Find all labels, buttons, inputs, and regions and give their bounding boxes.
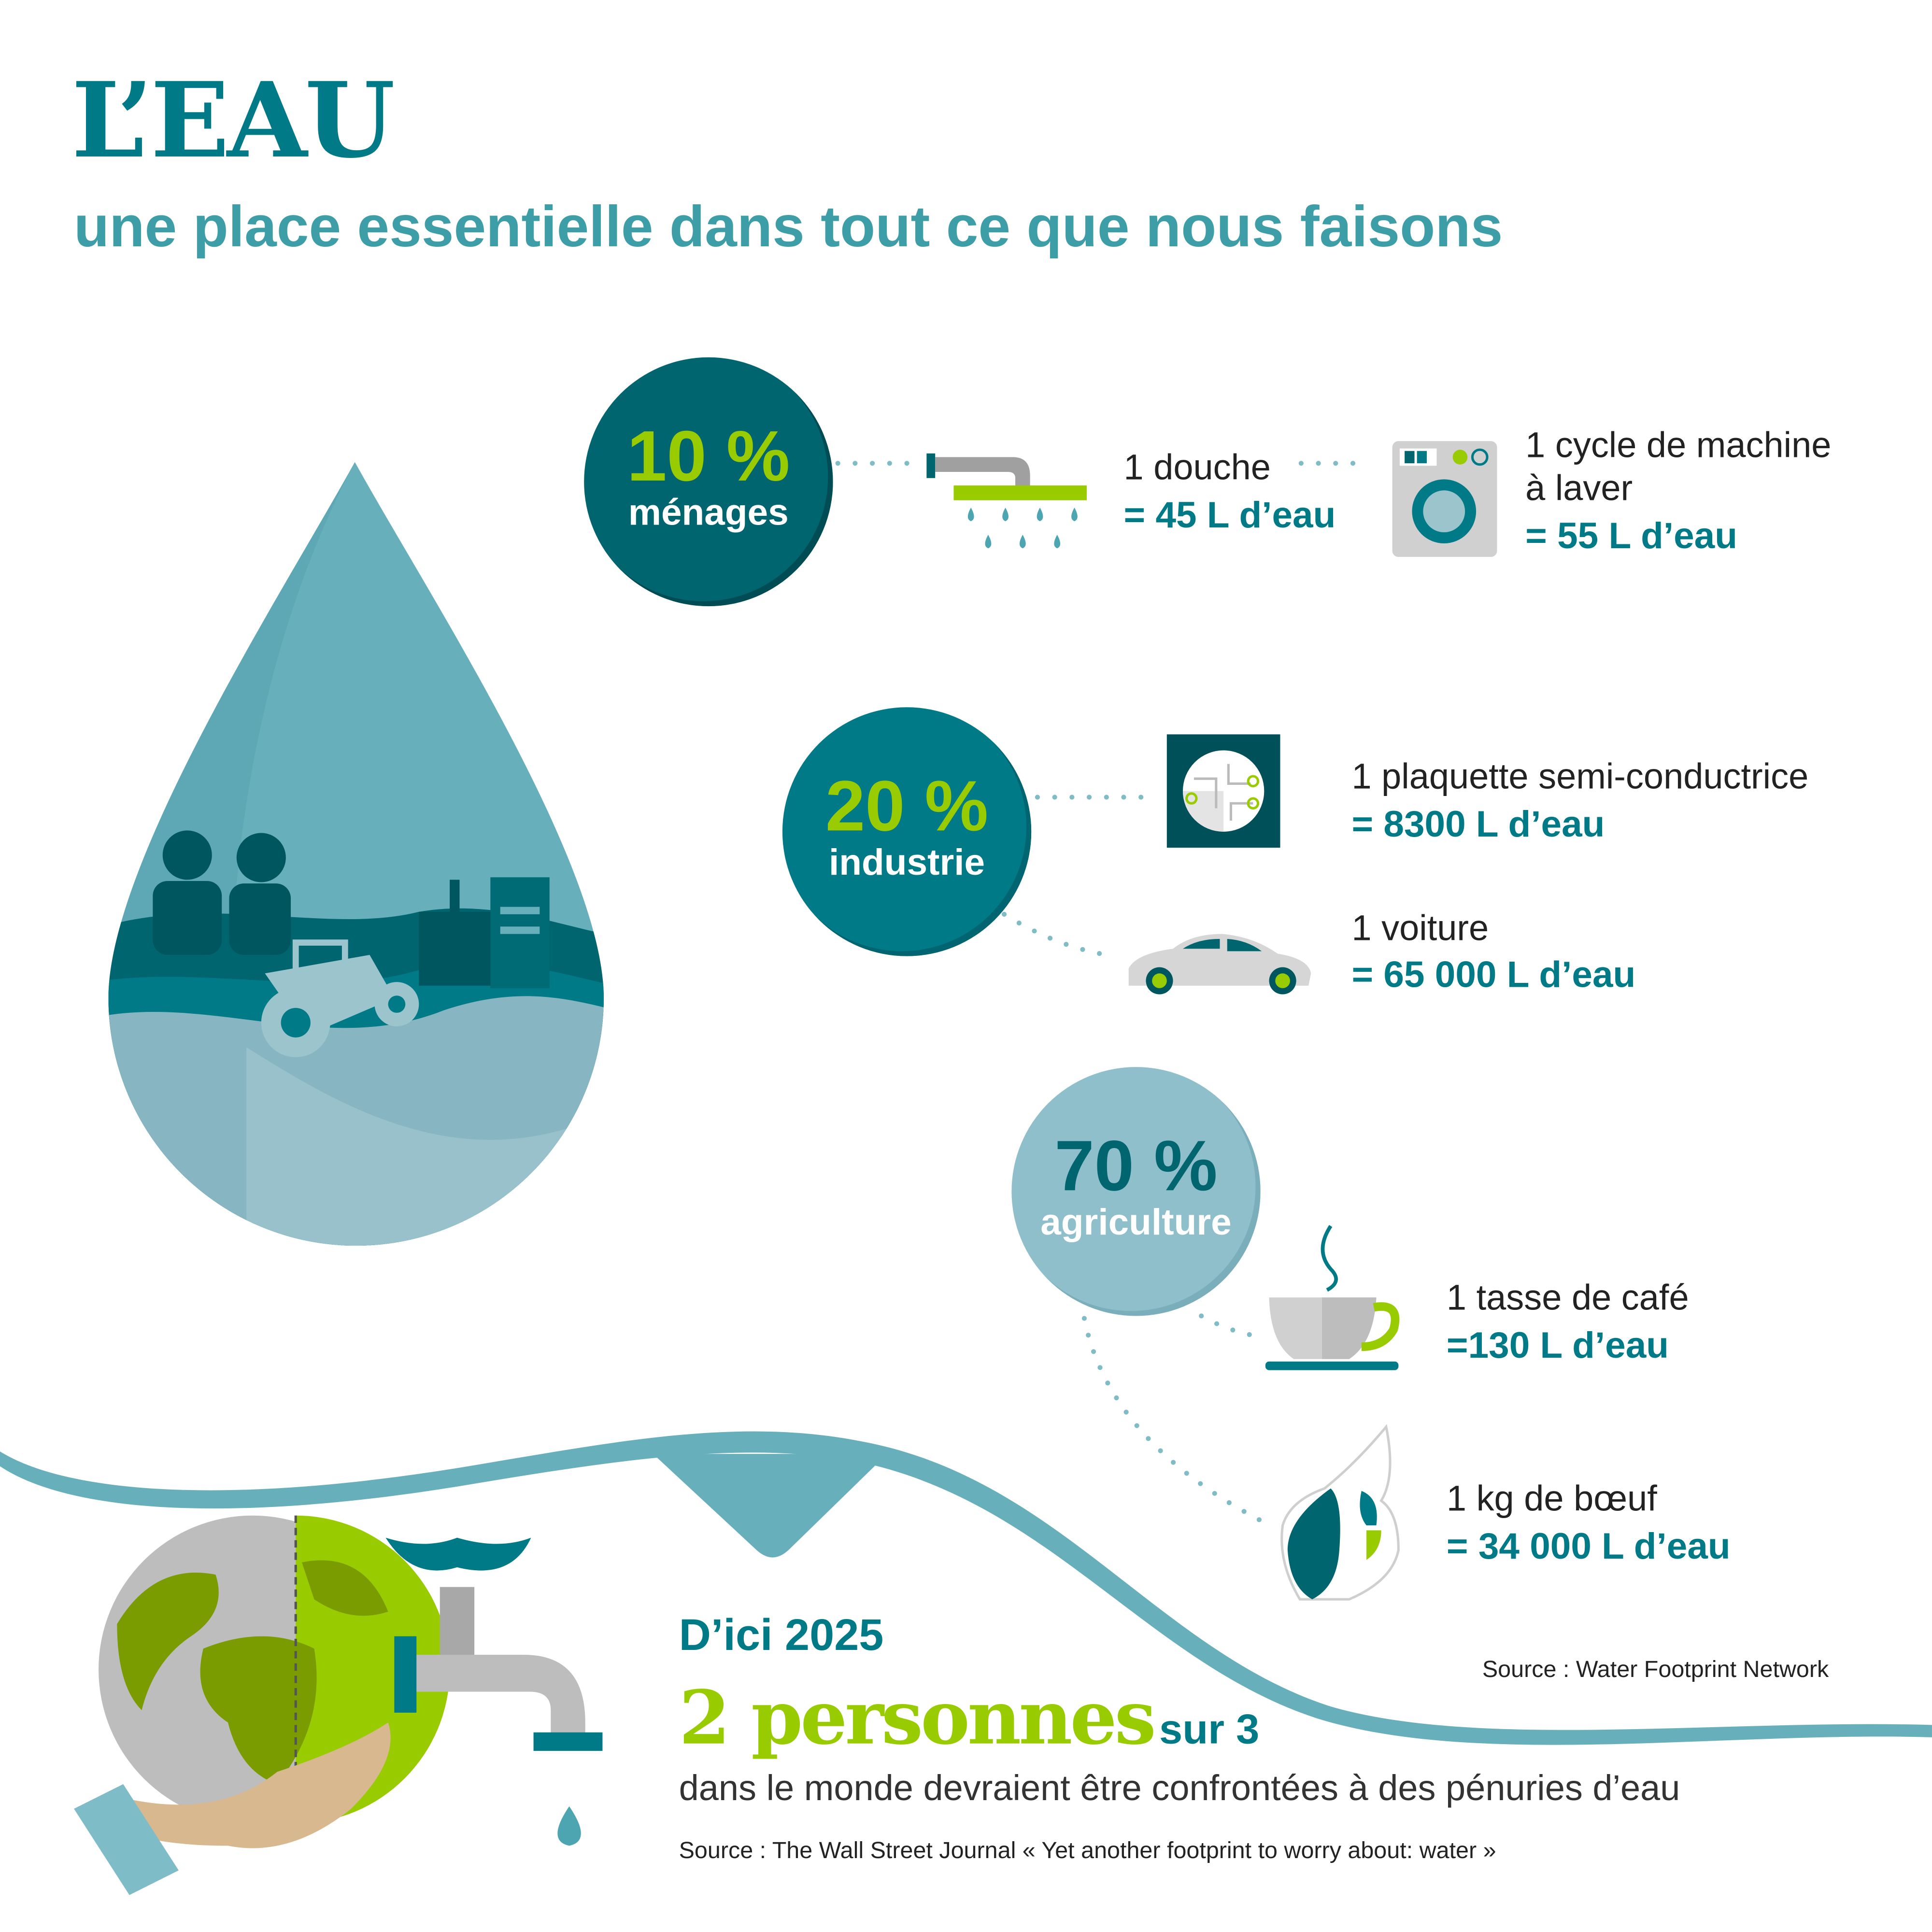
item-label: 1 tasse de café	[1446, 1279, 1689, 1319]
forecast-ratio: sur 3	[1159, 1706, 1260, 1754]
washing-machine-icon	[1392, 441, 1497, 557]
sector-circle-households: 10 % ménages	[584, 357, 833, 607]
forecast-text: dans le monde devraient être confrontées…	[679, 1769, 1680, 1809]
sector-circle-agriculture: 70 % agriculture	[1011, 1067, 1261, 1316]
item-label-line2: à laver	[1525, 469, 1633, 509]
beef-icon	[1280, 1424, 1400, 1601]
shower-icon	[926, 453, 1087, 549]
item-label: 1 douche	[1123, 448, 1271, 488]
source-water-footprint: Source : Water Footprint Network	[1482, 1657, 1829, 1683]
item-value: =130 L d’eau	[1446, 1325, 1669, 1367]
item-label: 1 plaquette semi-conductrice	[1351, 757, 1809, 797]
forecast-headline: 2 personnes sur 3	[679, 1676, 1260, 1762]
sector-circle-industry: 20 % industrie	[782, 707, 1032, 956]
semiconductor-wafer-icon	[1166, 734, 1280, 848]
forecast-big: 2 personnes	[679, 1676, 1156, 1762]
item-value: = 65 000 L d’eau	[1351, 955, 1636, 996]
item-value: = 55 L d’eau	[1525, 516, 1737, 557]
page-title: L’EAU	[71, 59, 395, 181]
forecast-year: D’ici 2025	[679, 1609, 884, 1660]
item-label: 1 voiture	[1351, 909, 1489, 949]
item-label-line1: 1 cycle de machine	[1525, 426, 1832, 466]
coffee-cup-icon	[1265, 1225, 1400, 1370]
item-label: 1 kg de bœuf	[1446, 1479, 1657, 1520]
sector-percent: 10 %	[627, 416, 790, 497]
sector-percent: 20 %	[825, 766, 989, 847]
sector-name: industrie	[828, 842, 985, 884]
item-value: = 34 000 L d’eau	[1446, 1526, 1731, 1567]
globe-in-hand-illustration	[74, 1515, 603, 1895]
sector-name: agriculture	[1040, 1202, 1232, 1243]
car-icon	[1128, 934, 1311, 994]
sector-name: ménages	[628, 493, 789, 534]
sector-percent: 70 %	[1054, 1126, 1218, 1207]
item-value: = 45 L d’eau	[1123, 495, 1336, 536]
item-value: = 8300 L d’eau	[1351, 804, 1605, 845]
source-wsj: Source : The Wall Street Journal « Yet a…	[679, 1838, 1496, 1864]
page-subtitle: une place essentielle dans tout ce que n…	[74, 193, 1503, 259]
